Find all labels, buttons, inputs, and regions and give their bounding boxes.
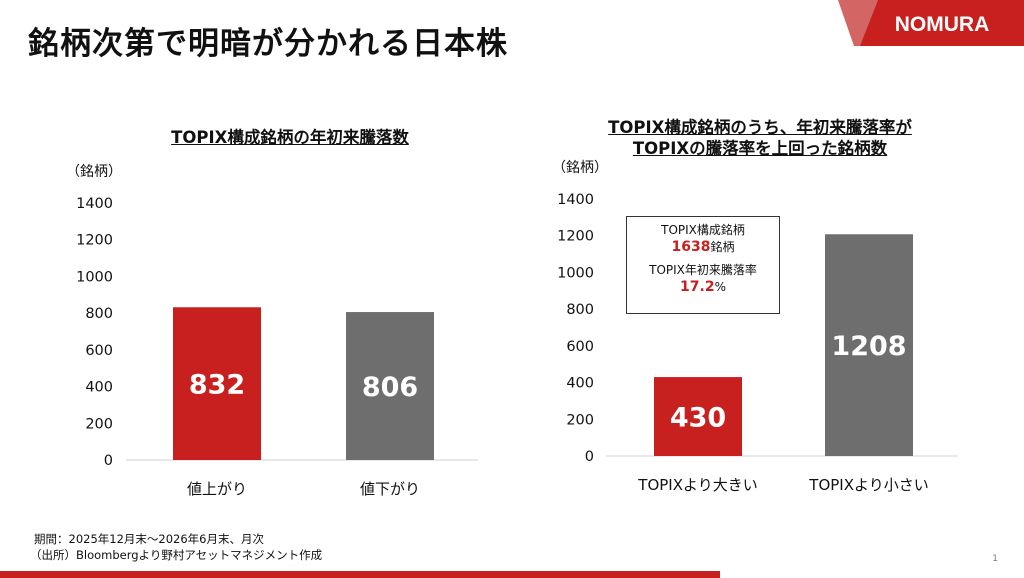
chart-2-category-label: TOPIXより大きい xyxy=(637,476,757,494)
footer-source: （出所）Bloombergより野村アセットマネジメント作成 xyxy=(30,548,323,562)
chart-1-y-tick-label: 1200 xyxy=(76,233,113,249)
chart-2-y-tick-label: 1200 xyxy=(557,229,594,245)
chart-1-bar xyxy=(346,312,434,460)
chart-2-y-tick-label: 0 xyxy=(585,449,594,465)
chart-1-category-label: 値下がり xyxy=(360,480,420,498)
chart-2-category-label: TOPIXより小さい xyxy=(808,476,928,494)
bottom-band xyxy=(0,571,720,578)
chart-2-data-label: 430 xyxy=(670,403,726,434)
chart-2-title: TOPIX構成銘柄のうち、年初来騰落率が TOPIXの騰落率を上回った銘柄数 xyxy=(608,118,912,158)
chart-1-y-tick-label: 1000 xyxy=(76,269,113,285)
chart-2-y-unit-label: （銘柄） xyxy=(552,160,608,176)
chart-2-y-tick-label: 800 xyxy=(566,302,594,318)
chart-2-bar xyxy=(654,377,742,456)
info-box: TOPIX構成銘柄 1638銘柄 TOPIX年初来騰落率 17.2% xyxy=(626,216,780,314)
chart-1-category-label: 値上がり xyxy=(187,480,247,498)
chart-1-y-tick-label: 400 xyxy=(85,380,113,396)
info-constituents-unit: 銘柄 xyxy=(710,240,735,254)
info-constituents-label: TOPIX構成銘柄 xyxy=(661,223,745,237)
info-return-label: TOPIX年初来騰落率 xyxy=(649,263,757,277)
logo-text: NOMURA xyxy=(895,13,990,36)
chart-1-title: TOPIX構成銘柄の年初来騰落数 xyxy=(171,128,409,147)
info-return-unit: % xyxy=(714,280,726,294)
chart-1-y-tick-label: 1400 xyxy=(76,196,113,212)
slide-title: 銘柄次第で明暗が分かれる日本株 xyxy=(28,26,508,62)
chart-1-y-tick-label: 200 xyxy=(85,416,113,432)
chart-2-data-label: 1208 xyxy=(831,331,906,362)
chart-1-bar xyxy=(173,307,261,460)
nomura-logo: NOMURA xyxy=(838,0,1024,46)
chart-2-y-tick-label: 400 xyxy=(566,376,594,392)
chart-2-y-tick-label: 1400 xyxy=(557,192,594,208)
chart-2-y-tick-label: 1000 xyxy=(557,265,594,281)
footer-period: 期間：2025年12月末～2026年6月末、月次 xyxy=(34,532,264,546)
chart-1-y-tick-label: 800 xyxy=(85,306,113,322)
chart-2-y-tick-label: 200 xyxy=(566,412,594,428)
chart-1-data-label: 832 xyxy=(189,370,245,401)
info-constituents-value: 1638 xyxy=(671,239,711,255)
chart-1-data-label: 806 xyxy=(362,372,418,403)
chart-1-y-unit-label: （銘柄） xyxy=(66,164,122,180)
chart-2-bar xyxy=(825,234,913,456)
info-return-value: 17.2 xyxy=(680,279,715,295)
chart-1-y-tick-label: 600 xyxy=(85,343,113,359)
page-number: 1 xyxy=(992,554,998,564)
chart-2-y-tick-label: 600 xyxy=(566,339,594,355)
chart-1-y-tick-label: 0 xyxy=(104,453,113,469)
